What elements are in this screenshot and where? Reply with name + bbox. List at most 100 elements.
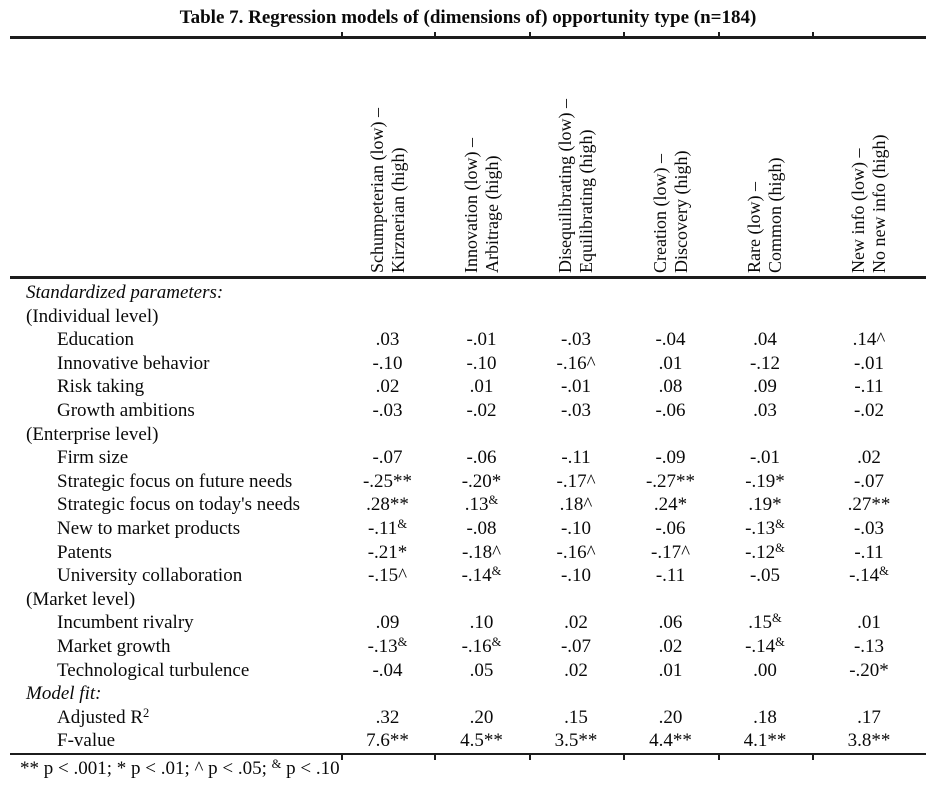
value-cell: -.11 bbox=[561, 447, 591, 469]
value-cell: 4.4** bbox=[649, 730, 692, 752]
significance-ampersand: & bbox=[491, 564, 502, 579]
value-cell: -.06 bbox=[466, 447, 497, 469]
table-row: (Individual level) bbox=[10, 305, 926, 329]
column-header: Creation (low) – Discovery (high) bbox=[623, 40, 718, 276]
value-cell: -.16^ bbox=[556, 352, 596, 374]
value-cell: .08 bbox=[658, 376, 683, 398]
row-label: Strategic focus on today's needs bbox=[57, 494, 300, 516]
value-cell: .04 bbox=[753, 329, 777, 351]
value-cell: -.03 bbox=[560, 329, 592, 351]
value-cell: -.13 bbox=[853, 636, 885, 657]
column-header: New info (low) – No new info (high) bbox=[812, 40, 926, 276]
table-row: Growth ambitions -.03 -.02 -.03 -.06 .03 -.02 bbox=[10, 399, 926, 423]
row-label: Risk taking bbox=[57, 376, 145, 398]
value-cell: -.16& bbox=[461, 635, 502, 657]
column-header: Innovation (low) – Arbitrage (high) bbox=[434, 40, 529, 276]
footnote-post: p < .10 bbox=[281, 758, 340, 779]
value-cell: .19* bbox=[748, 494, 782, 516]
value-cell: .09 bbox=[375, 612, 400, 634]
row-label: Standardized parameters: bbox=[26, 282, 224, 303]
value-cell: .01 bbox=[658, 659, 683, 681]
value-cell: .18^ bbox=[559, 494, 593, 516]
header-rule bbox=[10, 276, 926, 279]
column-boundary-tick bbox=[718, 753, 720, 760]
column-header: Rare (low) – Common (high) bbox=[718, 40, 812, 276]
table-title: Table 7. Regression models of (dimension… bbox=[179, 7, 757, 28]
value-cell: .02 bbox=[564, 659, 588, 681]
column-header-label: Schumpeterian (low) – Kirznerian (high) bbox=[367, 108, 409, 273]
value-cell: -.12& bbox=[745, 540, 785, 563]
column-header-line: Innovation (low) – bbox=[460, 138, 481, 273]
significance-ampersand: & bbox=[775, 517, 785, 531]
column-header-line: Equilibrating (high) bbox=[576, 129, 596, 273]
value-cell: .03 bbox=[753, 400, 777, 421]
value-cell: -.13& bbox=[367, 635, 408, 657]
value-cell: -.02 bbox=[853, 400, 885, 421]
value-cell: .05 bbox=[469, 659, 494, 681]
column-header-line: Creation (low) – bbox=[649, 154, 670, 273]
value-cell: 3.8** bbox=[847, 730, 891, 752]
value-cell: -.04 bbox=[655, 329, 686, 351]
value-cell: .02 bbox=[375, 376, 400, 398]
value-cell: -.09 bbox=[655, 447, 686, 469]
column-header-line: Schumpeterian (low) – bbox=[366, 108, 387, 273]
value-cell: .03 bbox=[375, 329, 400, 351]
value-cell: -.06 bbox=[655, 518, 686, 539]
significance-footnote: ** p < .001; * p < .01; ^ p < .05; & p <… bbox=[20, 757, 340, 781]
row-label: New to market products bbox=[57, 518, 241, 539]
value-cell: -.01 bbox=[853, 352, 885, 374]
table-row: Strategic focus on today's needs .28** .13… bbox=[10, 493, 926, 517]
value-cell: .20 bbox=[658, 706, 683, 728]
value-cell: .15 bbox=[564, 706, 588, 728]
table-row: Innovative behavior -.10 -.10 -.16^ .01 -.12 -… bbox=[10, 352, 926, 376]
value-cell: -.11& bbox=[367, 517, 408, 539]
value-cell: .17 bbox=[857, 706, 881, 728]
value-cell: -.01 bbox=[749, 447, 781, 469]
value-cell: -.07 bbox=[853, 470, 885, 492]
value-cell: -.10 bbox=[372, 352, 403, 374]
column-boundary-tick bbox=[529, 753, 531, 760]
value-cell: -.13& bbox=[745, 517, 785, 539]
value-cell: -.10 bbox=[466, 352, 497, 374]
value-cell: -.25** bbox=[362, 470, 413, 492]
table-row: Technological turbulence -.04 .05 .02 .01 .00… bbox=[10, 659, 926, 683]
value-cell: -.17^ bbox=[556, 470, 596, 492]
row-label: Education bbox=[57, 329, 135, 351]
column-boundary-tick bbox=[718, 32, 720, 37]
value-cell: 4.5** bbox=[460, 730, 503, 752]
value-cell: -.19* bbox=[745, 470, 785, 492]
row-label-superscript: 2 bbox=[143, 705, 150, 720]
value-cell: .14^ bbox=[852, 329, 886, 351]
value-cell: .01 bbox=[469, 376, 494, 398]
value-cell: .32 bbox=[375, 706, 400, 728]
value-cell: .13& bbox=[464, 493, 499, 516]
row-label: Technological turbulence bbox=[57, 659, 250, 681]
row-label: Patents bbox=[57, 541, 112, 563]
row-label: (Individual level) bbox=[26, 305, 159, 327]
value-cell: -.07 bbox=[560, 636, 592, 657]
row-label: Growth ambitions bbox=[57, 400, 195, 421]
value-cell: -.20* bbox=[849, 659, 889, 681]
significance-ampersand: & bbox=[775, 540, 785, 555]
value-cell: -.02 bbox=[466, 400, 497, 421]
column-boundary-tick bbox=[623, 32, 625, 37]
value-cell: 3.5** bbox=[554, 730, 598, 752]
value-cell: .20 bbox=[469, 706, 494, 728]
significance-ampersand: & bbox=[775, 635, 785, 649]
column-header: Disequilibrating (low) – Equilibrating (h… bbox=[529, 40, 623, 276]
row-label: Strategic focus on future needs bbox=[57, 470, 293, 492]
table-row: Adjusted R2 .32 .20 .15 .20 .18 .17 bbox=[10, 706, 926, 730]
value-cell: -.01 bbox=[466, 329, 497, 351]
column-header-label: Creation (low) – Discovery (high) bbox=[650, 151, 692, 273]
column-boundary-tick bbox=[812, 753, 814, 760]
value-cell: .24* bbox=[653, 494, 688, 516]
value-cell: 7.6** bbox=[366, 730, 409, 752]
table-row: F-value 7.6** 4.5** 3.5** 4.4** 4.1** 3.8** bbox=[10, 729, 926, 753]
table-row: Model fit: bbox=[10, 682, 926, 706]
footnote-pre: ** p < .001; * p < .01; ^ p < .05; bbox=[20, 758, 272, 779]
row-label: Firm size bbox=[57, 447, 129, 469]
row-label: Adjusted R2 bbox=[57, 705, 150, 728]
value-cell: -.08 bbox=[466, 518, 497, 539]
column-header: Schumpeterian (low) – Kirznerian (high) bbox=[341, 40, 434, 276]
